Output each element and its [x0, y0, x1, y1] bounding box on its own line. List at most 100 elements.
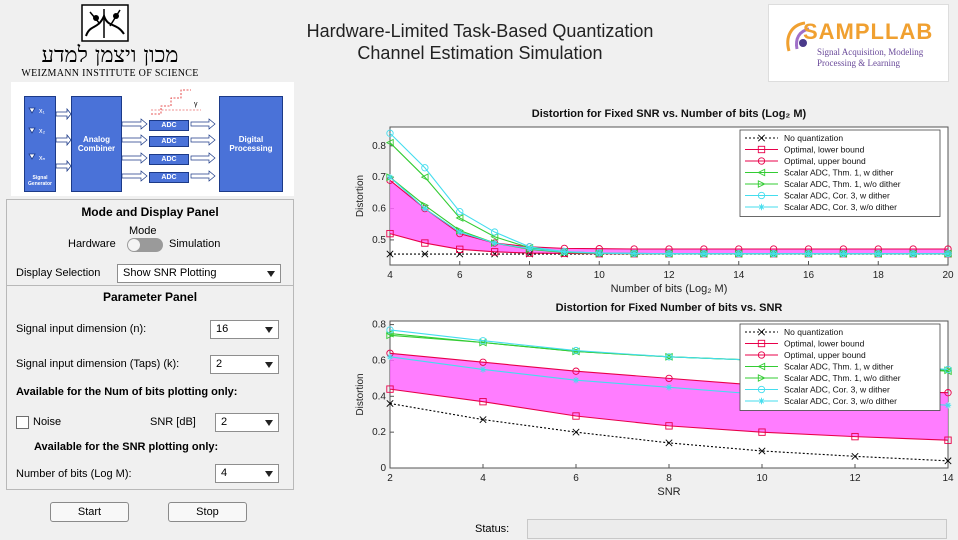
signal-dimension-n-label: Signal input dimension (n):	[16, 323, 147, 335]
parameter-panel-title: Parameter Panel	[102, 290, 198, 304]
mode-toggle-switch[interactable]	[127, 238, 163, 252]
data-point	[944, 389, 952, 397]
legend-entry: Optimal, lower bound	[784, 339, 865, 349]
data-point	[386, 229, 394, 238]
data-point	[456, 228, 463, 236]
legend-entry: Scalar ADC, Cor. 3, w/o dither	[784, 396, 897, 406]
data-point	[572, 428, 580, 436]
data-point	[665, 250, 673, 257]
x-tick-label: 18	[873, 270, 885, 281]
data-point	[572, 376, 580, 384]
y-tick-label: 0.5	[372, 235, 386, 246]
y-tick-label: 0.6	[372, 204, 386, 215]
signal-dimension-k-label: Signal input dimension (Taps) (k):	[16, 358, 180, 370]
chart-title: Distortion for Fixed SNR vs. Number of b…	[532, 108, 807, 120]
legend-marker	[757, 191, 766, 200]
y-axis-label: Distortion	[355, 175, 366, 217]
data-point	[491, 239, 498, 247]
noise-checkbox[interactable]	[16, 416, 29, 429]
snr-db-value: 2	[221, 416, 228, 428]
data-point	[665, 422, 673, 430]
parameter-panel: Parameter Panel Signal input dimension (…	[6, 285, 294, 490]
data-point	[386, 385, 394, 393]
chart-legend: No quantization Optimal, lower boundOptim…	[739, 129, 941, 217]
x-tick-label: 12	[663, 270, 675, 281]
series-2	[386, 385, 952, 444]
data-point	[665, 374, 673, 383]
system-block-diagram: Signal Generator x₁ x₂ xₙ γ Analog Combi…	[11, 82, 294, 196]
input-xn-label: xₙ	[39, 155, 46, 162]
legend-marker	[758, 203, 765, 211]
bits-plot-only-label: Available for the Num of bits plotting o…	[16, 386, 238, 398]
data-point	[479, 358, 487, 366]
data-point	[386, 399, 394, 407]
legend-entry: No quantization	[784, 327, 843, 337]
adc-block-4: ADC	[149, 172, 189, 183]
data-point	[561, 248, 568, 256]
x-tick-label: 14	[733, 270, 745, 281]
data-point	[944, 365, 952, 374]
mode-toggle-knob[interactable]	[128, 239, 140, 251]
data-point	[526, 245, 533, 252]
series-7	[386, 173, 952, 257]
legend-entry: Scalar ADC, Thm. 1, w dither	[784, 168, 894, 178]
chart-1: Distortion for Fixed SNR vs. Number of b…	[355, 108, 954, 295]
legend-marker	[758, 397, 765, 405]
snr-plot-only-label: Available for the SNR plotting only:	[34, 441, 219, 453]
legend-box	[739, 129, 941, 217]
data-point	[385, 329, 394, 338]
legend-marker	[757, 339, 766, 348]
data-point	[805, 250, 812, 257]
adc-block-1: ADC	[149, 120, 189, 131]
data-point	[735, 250, 742, 257]
weizmann-logo: מכון ויצמן למדע WEIZMANN INSTITUTE OF SC…	[20, 4, 200, 80]
status-label: Status:	[475, 523, 510, 535]
signal-dimension-n-dropdown[interactable]: 16	[210, 320, 279, 339]
y-tick-label: 0.6	[372, 355, 386, 366]
number-of-bits-dropdown[interactable]: 4	[215, 464, 279, 483]
data-point	[944, 457, 952, 465]
snr-db-dropdown[interactable]: 2	[215, 413, 279, 432]
app-title: Hardware-Limited Task-Based Quantization…	[230, 20, 730, 64]
input-x1-label: x₁	[39, 108, 45, 115]
chevron-down-icon	[265, 420, 273, 426]
stop-button[interactable]: Stop	[168, 502, 247, 522]
data-point	[770, 250, 777, 257]
legend-entry: Scalar ADC, Thm. 1, w/o dither	[784, 179, 901, 189]
chart-2: Distortion for Fixed Number of bits vs. …	[355, 302, 954, 498]
chevron-down-icon	[265, 471, 273, 477]
legend-marker	[757, 362, 766, 371]
display-selection-dropdown[interactable]: Show SNR Plotting	[117, 264, 281, 283]
y-tick-label: 0	[380, 463, 386, 474]
x-tick-label: 10	[594, 270, 606, 281]
data-point	[851, 432, 859, 441]
signal-waves-icon	[786, 21, 810, 52]
signal-dimension-k-dropdown[interactable]: 2	[210, 355, 279, 374]
chart-title: Distortion for Fixed Number of bits vs. …	[556, 302, 783, 314]
legend-entry: Optimal, lower bound	[784, 145, 865, 155]
data-point	[700, 250, 708, 257]
weizmann-emblem-icon	[81, 4, 129, 42]
legend-entry: Scalar ADC, Cor. 3, w/o dither	[784, 202, 897, 212]
sampl-lab-tagline: Signal Acquisition, Modeling Processing …	[817, 47, 924, 68]
data-point	[840, 250, 847, 257]
data-point	[421, 250, 429, 258]
legend-marker	[757, 374, 766, 382]
data-point	[386, 173, 394, 181]
legend-box	[739, 323, 941, 411]
data-point	[909, 250, 917, 257]
data-point	[572, 367, 580, 375]
digital-processing-label: Digital Processing	[229, 135, 273, 153]
legend-marker	[757, 180, 766, 188]
chart-legend: No quantization Optimal, lower boundOptim…	[739, 323, 941, 411]
mode-label: Mode	[129, 225, 157, 237]
data-point	[386, 129, 394, 137]
legend-marker	[757, 351, 766, 359]
data-point	[665, 384, 673, 391]
start-button[interactable]: Start	[50, 502, 129, 522]
chevron-down-icon	[265, 362, 273, 368]
adc-block-2: ADC	[149, 136, 189, 147]
data-point	[479, 337, 487, 345]
data-point	[758, 447, 766, 455]
plots-area: Distortion for Fixed SNR vs. Number of b…	[355, 108, 954, 498]
